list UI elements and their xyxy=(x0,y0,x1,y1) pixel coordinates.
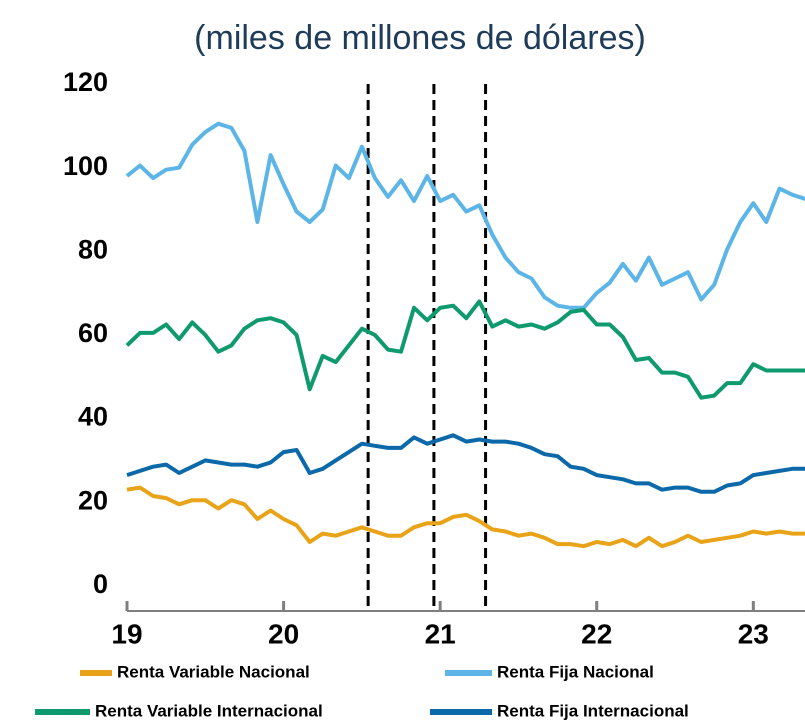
x-tick-label: 20 xyxy=(268,618,299,649)
x-tick-label: 19 xyxy=(111,618,142,649)
y-tick-label: 0 xyxy=(93,569,108,599)
series-line xyxy=(125,121,805,310)
y-tick-label: 60 xyxy=(78,318,108,348)
y-tick-label: 120 xyxy=(63,67,108,97)
series-line xyxy=(126,485,805,549)
legend-label: Renta Variable Internacional xyxy=(95,701,323,720)
y-tick-label: 100 xyxy=(63,151,108,181)
series-line xyxy=(126,433,805,494)
legend-label: Renta Fija Internacional xyxy=(497,701,689,720)
y-tick-label: 80 xyxy=(78,234,108,264)
series-line xyxy=(125,299,805,400)
y-tick-label: 20 xyxy=(78,485,108,515)
y-tick-label: 40 xyxy=(78,402,108,432)
x-tick-label: 22 xyxy=(581,618,612,649)
x-tick-label: 23 xyxy=(738,618,769,649)
x-tick-label: 21 xyxy=(425,618,456,649)
chart-title: (miles de millones de dólares) xyxy=(194,19,646,57)
legend-label: Renta Fija Nacional xyxy=(497,662,654,681)
legend-label: Renta Variable Nacional xyxy=(117,662,310,681)
